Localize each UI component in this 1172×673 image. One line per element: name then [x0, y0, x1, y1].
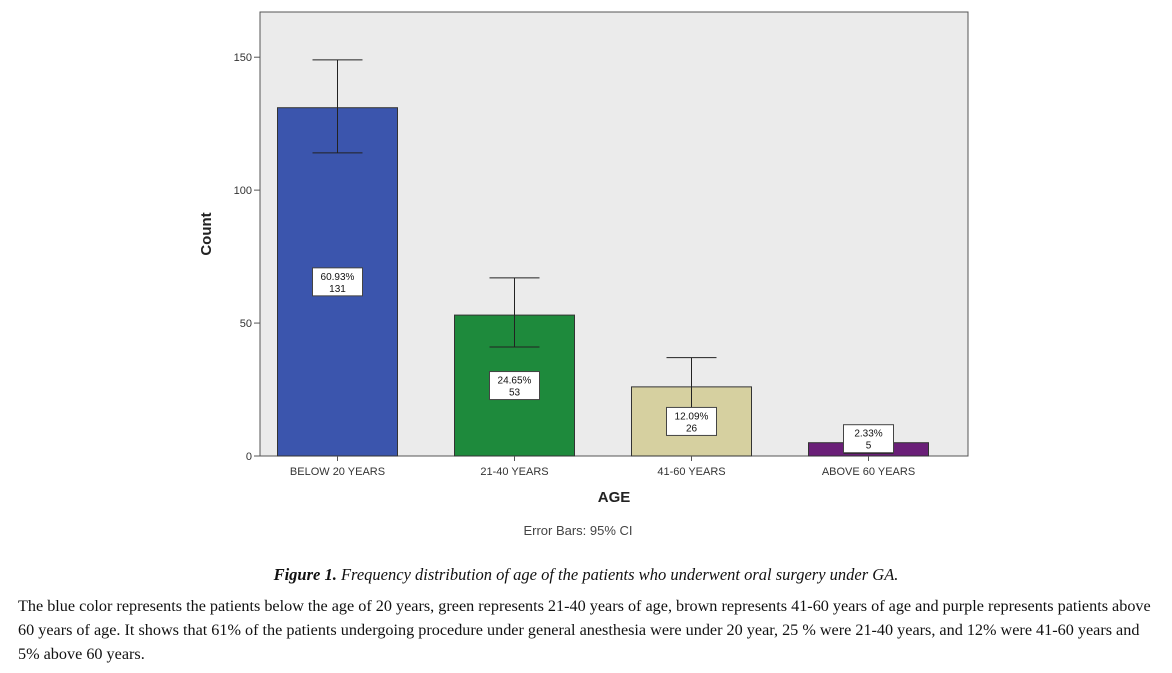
x-tick-label: 21-40 YEARS: [480, 466, 548, 478]
data-label-box: [666, 406, 717, 436]
data-label-percent: 24.65%: [498, 376, 532, 387]
data-label-count: 131: [329, 284, 346, 295]
figure-caption: Figure 1. Frequency distribution of age …: [0, 565, 1172, 585]
y-tick-label: 50: [240, 318, 252, 330]
data-label-box: [489, 371, 540, 401]
data-label-box: [843, 424, 894, 454]
data-label-count: 5: [866, 441, 872, 452]
y-tick-label: 0: [246, 451, 252, 463]
data-label-percent: 60.93%: [321, 272, 355, 283]
data-label-percent: 2.33%: [854, 429, 882, 440]
figure-description: The blue color represents the patients b…: [18, 597, 1151, 663]
data-label-count: 53: [509, 388, 521, 399]
y-tick-label: 150: [234, 52, 252, 64]
y-axis: 0 50 100 150: [234, 52, 260, 463]
data-label-box: [312, 267, 363, 297]
x-axis-title: AGE: [598, 489, 631, 506]
figure-caption-text: Frequency distribution of age of the pat…: [340, 565, 899, 584]
y-axis-title: Count: [198, 212, 215, 255]
x-tick-label: ABOVE 60 YEARS: [822, 466, 915, 478]
data-label-percent: 12.09%: [675, 411, 709, 422]
data-label-count: 26: [686, 423, 698, 434]
bar-chart: 0 50 100 150 60.93%131 24.65%53 12.09%26 2.33%…: [198, 11, 969, 538]
error-bars-note: Error Bars: 95% CI: [523, 523, 632, 538]
figure-label: Figure 1.: [273, 565, 337, 584]
x-tick-label: BELOW 20 YEARS: [290, 466, 385, 478]
y-tick-label: 100: [234, 185, 252, 197]
x-axis: BELOW 20 YEARS 21-40 YEARS 41-60 YEARS ABOV…: [290, 456, 915, 478]
x-tick-label: 41-60 YEARS: [657, 466, 725, 478]
